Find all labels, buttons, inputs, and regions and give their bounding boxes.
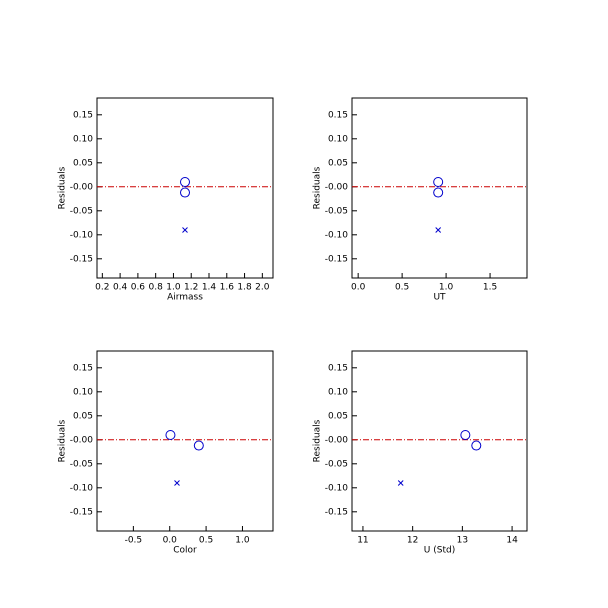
x-tick-label: 0.0 — [163, 536, 178, 546]
x-axis-label: Color — [173, 546, 197, 556]
x-tick-label: -0.5 — [125, 536, 143, 546]
y-tick-label: -0.00 — [325, 435, 349, 445]
point — [397, 480, 404, 486]
point — [193, 440, 204, 451]
y-tick-label: -0.05 — [325, 459, 348, 469]
y-tick-label: -0.10 — [70, 483, 94, 493]
y-tick-label: -0.00 — [325, 182, 349, 192]
x-tick-label: 0.6 — [131, 283, 146, 293]
point — [435, 227, 442, 233]
y-tick-label: 0.05 — [328, 158, 348, 168]
x-tick-label: 13 — [457, 536, 468, 546]
y-tick-label: 0.15 — [73, 110, 93, 120]
x-tick-label: 1.8 — [237, 283, 252, 293]
x-tick-label: 12 — [407, 536, 418, 546]
y-tick-label: -0.10 — [325, 230, 349, 240]
y-tick-label: -0.15 — [325, 254, 348, 264]
x-tick-label: 2.0 — [255, 283, 270, 293]
point — [471, 440, 482, 451]
y-tick-label: -0.10 — [70, 230, 94, 240]
x-tick-label: 11 — [357, 536, 368, 546]
y-tick-label: 0.05 — [328, 411, 348, 421]
x-tick-label: 0.5 — [199, 536, 213, 546]
y-tick-label: 0.15 — [328, 363, 348, 373]
point — [433, 177, 444, 187]
y-tick-label: -0.05 — [70, 459, 93, 469]
y-tick-label: -0.15 — [70, 507, 93, 517]
x-axis-label: UT — [433, 293, 446, 303]
y-tick-label: 0.05 — [73, 158, 93, 168]
point — [460, 430, 471, 440]
y-tick-label: -0.15 — [325, 507, 348, 517]
y-axis-label: Residuals — [313, 419, 323, 462]
y-axis-label: Residuals — [313, 166, 323, 209]
x-tick-label: 0.0 — [351, 283, 366, 293]
x-tick-label: 0.4 — [113, 283, 128, 293]
x-tick-label: 14 — [506, 536, 518, 546]
x-tick-label: 0.5 — [395, 283, 409, 293]
y-tick-label: -0.05 — [70, 206, 93, 216]
plot-frame — [96, 97, 274, 279]
y-tick-label: 0.10 — [328, 134, 348, 144]
x-tick-label: 1.0 — [439, 283, 454, 293]
point — [180, 177, 190, 187]
y-tick-label: 0.10 — [73, 134, 93, 144]
point — [174, 480, 180, 486]
x-tick-label: 1.2 — [184, 283, 198, 293]
point — [180, 187, 190, 198]
y-tick-label: -0.00 — [70, 182, 94, 192]
y-tick-label: 0.10 — [73, 387, 93, 397]
y-tick-label: 0.15 — [328, 110, 348, 120]
y-tick-label: -0.10 — [325, 483, 349, 493]
point — [165, 430, 176, 440]
x-tick-label: 1.6 — [220, 283, 235, 293]
y-tick-label: -0.05 — [325, 206, 348, 216]
x-tick-label: 1.4 — [202, 283, 217, 293]
plot-frame — [351, 97, 528, 279]
x-axis-label: Airmass — [167, 293, 203, 303]
y-axis-label: Residuals — [58, 419, 68, 462]
point — [182, 227, 188, 233]
plot-frame — [96, 350, 274, 532]
y-tick-label: 0.05 — [73, 411, 93, 421]
y-tick-label: -0.15 — [70, 254, 93, 264]
x-tick-label: 0.2 — [95, 283, 109, 293]
x-tick-label: 1.0 — [235, 536, 250, 546]
plot-frame — [351, 350, 528, 532]
x-tick-label: 1.5 — [483, 283, 497, 293]
x-tick-label: 1.0 — [166, 283, 181, 293]
x-tick-label: 0.8 — [149, 283, 164, 293]
y-tick-label: -0.00 — [70, 435, 94, 445]
point — [433, 187, 444, 198]
y-tick-label: 0.15 — [73, 363, 93, 373]
y-axis-label: Residuals — [58, 166, 68, 209]
y-tick-label: 0.10 — [328, 387, 348, 397]
x-axis-label: U (Std) — [424, 546, 455, 556]
